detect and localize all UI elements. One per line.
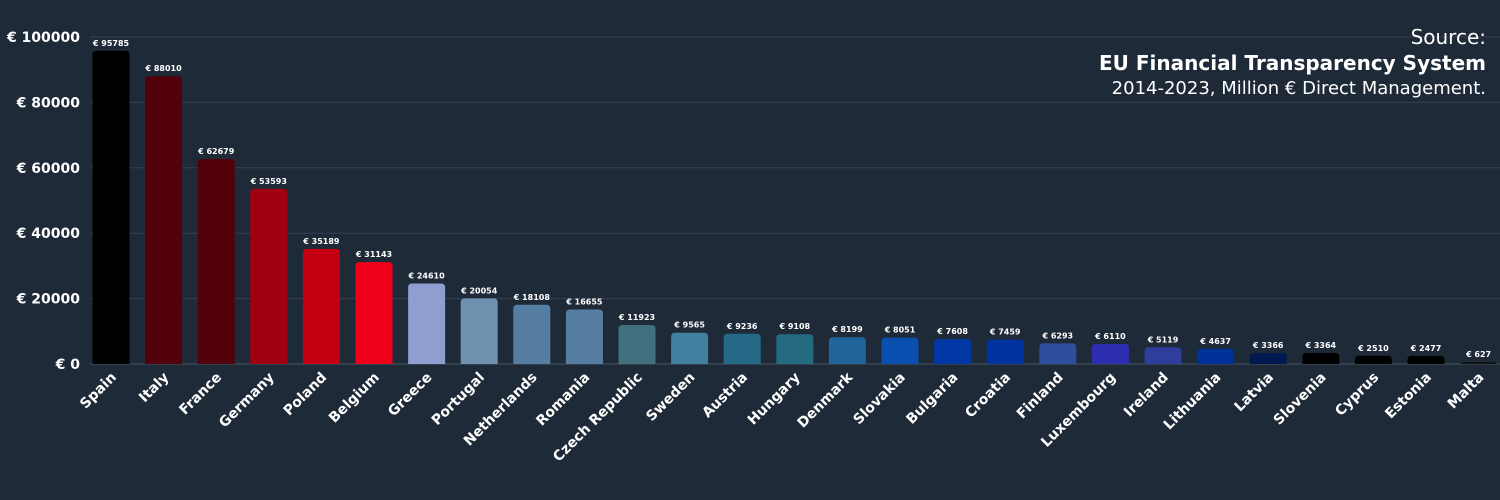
data-label: € 6293 [1041,331,1073,340]
x-tick-label: Malta [1445,370,1488,413]
x-tick-label: Germany [216,370,278,432]
data-label: € 18108 [513,293,551,302]
x-tick-label: Slovakia [850,370,908,428]
y-tick-label: € 100000 [6,30,80,46]
x-tick-label: Sweden [643,370,698,425]
data-label: € 8051 [884,326,916,335]
x-tick-label: Italy [136,370,172,406]
bar [92,50,130,364]
x-tick-label: Austria [699,370,751,422]
bar [565,309,603,364]
bar [1091,344,1129,364]
bar [828,337,866,364]
bar [250,188,288,364]
data-label: € 9565 [673,321,705,330]
x-tick-label: Lithuania [1161,370,1225,434]
x-tick-label: Czech Republic [550,370,646,466]
data-label: € 62679 [197,147,235,156]
data-label: € 9108 [778,322,810,331]
data-label: € 20054 [460,286,498,295]
data-label: € 7608 [936,327,968,336]
bar [513,304,551,364]
bar [1249,352,1287,364]
data-label: € 7459 [989,328,1021,337]
bar [460,298,498,364]
data-label: € 2510 [1357,344,1389,353]
bar [671,332,709,364]
source-note: 2014-2023, Million € Direct Management. [1111,78,1486,99]
x-tick-label: France [176,370,225,419]
bar [881,337,919,364]
x-tick-label: Estonia [1382,370,1435,423]
bar [145,76,183,364]
data-label: € 16655 [565,298,603,307]
bar [302,248,340,364]
data-label: € 35189 [302,237,340,246]
x-tick-label: Latvia [1231,370,1277,416]
x-tick-label: Finland [1014,370,1067,423]
data-label: € 6110 [1094,332,1126,341]
x-tick-label: Denmark [794,369,856,431]
x-tick-label: Ireland [1121,370,1172,421]
data-label: € 9236 [726,322,758,331]
bar [1354,355,1392,364]
x-tick-label: Belgium [326,370,383,427]
x-tick-label: Cyprus [1332,370,1382,420]
x-tick-label: Bulgaria [903,370,961,428]
bar [723,333,761,364]
data-label: € 24610 [408,272,446,281]
data-label: € 11923 [618,313,655,322]
data-label: € 627 [1465,350,1491,359]
data-label: € 5119 [1147,335,1179,344]
bar [1302,352,1340,364]
bar [618,325,656,364]
y-tick-label: € 0 [55,357,81,373]
source-name: EU Financial Transparency System [1099,51,1486,75]
bar [1144,347,1182,364]
bar [1039,343,1077,364]
bar [355,262,393,364]
data-label: € 95785 [92,39,130,48]
x-tick-label: Poland [281,370,331,420]
bar [934,339,972,364]
y-tick-label: € 80000 [16,95,81,111]
bar [776,334,814,364]
x-tick-label: Croatia [962,370,1014,422]
y-tick-label: € 20000 [16,292,81,308]
data-label: € 88010 [145,64,183,73]
source-label: Source: [1410,25,1486,49]
bar [986,339,1024,364]
y-tick-label: € 40000 [16,226,81,242]
bar [1197,348,1235,364]
data-label: € 53593 [250,177,287,186]
data-label: € 4637 [1199,337,1231,346]
bar [408,283,446,364]
y-tick-label: € 60000 [16,161,81,177]
data-label: € 31143 [355,250,392,259]
data-label: € 3366 [1252,341,1284,350]
bar [1460,361,1498,366]
data-label: € 3364 [1304,341,1336,350]
x-tick-label: Spain [77,370,120,413]
x-tick-label: Slovenia [1271,370,1330,429]
data-label: € 8199 [831,325,863,334]
data-label: € 2477 [1410,344,1442,353]
bar [197,159,235,364]
source-annotation: Source: EU Financial Transparency System… [1099,24,1486,101]
x-tick-label: Greece [385,370,435,420]
bar [1407,355,1445,364]
